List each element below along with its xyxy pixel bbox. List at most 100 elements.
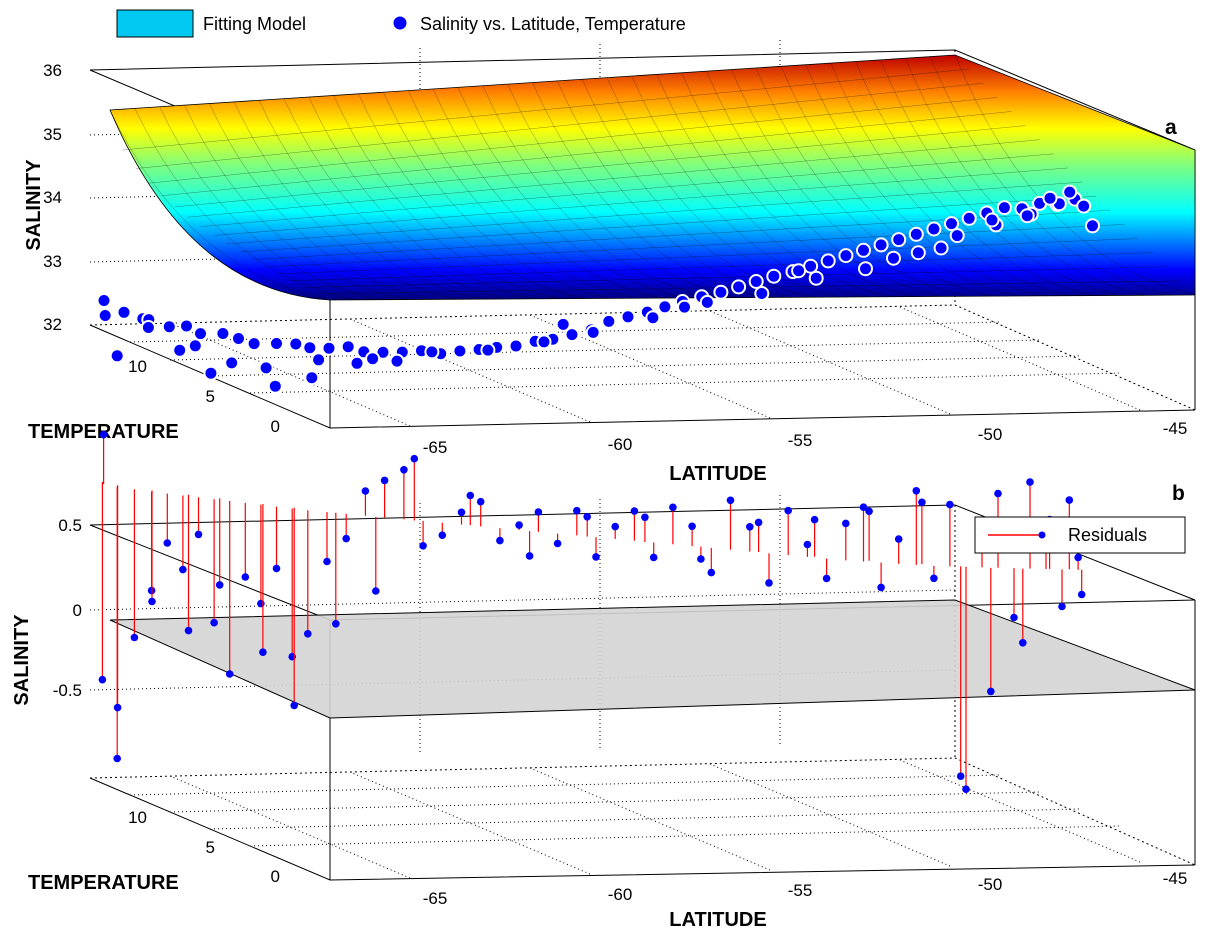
chart-a-z-label: SALINITY <box>23 159 45 251</box>
chart-a-z-ticks: 36 35 34 33 32 <box>43 61 62 334</box>
surface-mesh-line <box>706 71 941 297</box>
chart-b-residual-point <box>765 579 773 587</box>
chart-a-point <box>961 210 977 226</box>
surface-mesh-line <box>134 108 356 301</box>
surface-mesh-line <box>432 88 661 299</box>
surface-mesh-line <box>631 75 865 298</box>
chart-b-residual-point <box>962 785 970 793</box>
legend-points-marker <box>392 15 408 31</box>
chart-b-z-label: SALINITY <box>11 614 33 706</box>
chart-b-residual-point <box>113 703 122 712</box>
chart-b-residual-point <box>438 531 447 539</box>
chart-a-point <box>302 340 318 356</box>
chart-b-residual-point <box>113 754 121 763</box>
chart-b-residual-point <box>842 519 850 528</box>
chart-b-residual-point <box>641 513 649 522</box>
chart-a-z-tick-36: 36 <box>43 61 62 80</box>
chart-b-residual-point <box>323 557 331 566</box>
chart-b-residual-point <box>726 496 735 505</box>
chart-a-point <box>808 270 824 286</box>
chart-b-residual-point <box>583 513 591 521</box>
chart-b-residual-point <box>380 476 389 485</box>
surface-mesh-line <box>358 93 585 299</box>
chart-b-residual-point <box>304 630 312 638</box>
chart-b-residual-stems <box>98 430 1086 793</box>
chart-a-point <box>791 263 807 279</box>
chart-a-point <box>1042 190 1058 206</box>
chart-b-x-tick-55: -55 <box>788 881 813 900</box>
surface-mesh-line <box>213 167 1068 236</box>
chart-b-legend-marker <box>1038 531 1046 539</box>
chart-b-residual-point <box>466 491 475 500</box>
chart-b-residual-point <box>1019 639 1027 647</box>
surface-mesh-line <box>283 98 509 300</box>
chart-b-residual-point <box>496 536 504 545</box>
surface-mesh-line <box>482 85 712 298</box>
chart-a-y-tick-0: 0 <box>271 417 280 436</box>
chart-a-point <box>340 339 356 355</box>
chart-b-residual-point <box>822 574 831 583</box>
chart-a-z-tick-34: 34 <box>43 188 62 207</box>
surface-mesh-line <box>557 80 788 298</box>
chart-b-residual-point <box>573 506 581 515</box>
surface-mesh-line <box>304 266 1167 288</box>
chart-b-residual-point <box>332 620 340 628</box>
surface-mesh-line <box>187 139 1040 218</box>
chart-a-point <box>601 313 617 329</box>
chart-b-residual-point <box>1077 590 1086 599</box>
chart-a-points <box>96 184 1100 394</box>
chart-a-x-tick-45: -45 <box>1163 419 1188 438</box>
chart-a-point <box>424 344 440 360</box>
surface-mesh-line <box>265 224 1125 268</box>
chart-b-residual-point <box>290 701 299 710</box>
chart-a-point <box>311 352 327 368</box>
chart-a-point <box>389 353 405 369</box>
chart-a-panel-label: a <box>1165 116 1177 139</box>
chart-b-residual-point <box>994 489 1002 498</box>
chart-a-point <box>908 226 924 242</box>
chart-a-point <box>657 299 673 315</box>
chart-a-point <box>677 299 692 315</box>
chart-a-y-ticks: 10 5 0 <box>128 357 280 436</box>
chart-b-residual-point <box>592 553 600 561</box>
surface-mesh-line <box>308 96 534 300</box>
chart-b-z-tick-neg: -0.5 <box>53 681 82 700</box>
chart-a-x-tick-65: -65 <box>423 438 448 457</box>
surface-mesh-line <box>148 97 998 184</box>
surface-mesh-line <box>161 111 1012 196</box>
chart-b-legend-label: Residuals <box>1068 525 1147 545</box>
chart-b-residual-point <box>98 675 107 684</box>
chart-a-point <box>231 331 246 346</box>
chart-b-residual-point <box>946 500 954 509</box>
chart-b-residual-point <box>688 522 696 531</box>
chart-a-point <box>620 309 636 325</box>
surface-mesh-line <box>109 109 331 301</box>
chart-a-point <box>996 200 1012 216</box>
chart-a-point <box>187 338 203 354</box>
chart-b-y-tick-5: 5 <box>206 838 215 857</box>
chart-a-point <box>731 279 747 295</box>
chart-a-point <box>304 370 320 386</box>
chart-b-residual-point <box>525 552 534 560</box>
chart-a-point <box>365 351 381 367</box>
chart-a-point <box>949 228 965 244</box>
chart-b-residual-point <box>669 503 677 512</box>
chart-b-residual-point <box>630 507 639 515</box>
chart-a-x-label: LATITUDE <box>669 463 766 485</box>
chart-a: 36 35 34 33 32 10 5 0 -65 -60 -55 -50 -4… <box>23 40 1196 485</box>
chart-a-point <box>926 221 942 237</box>
surface-mesh-line <box>880 59 1119 296</box>
surface-mesh-line <box>457 87 687 299</box>
surface-mesh-line <box>200 153 1054 227</box>
surface-mesh-line <box>582 79 814 298</box>
chart-a-point <box>267 378 283 394</box>
chart-b-residual-point <box>697 555 705 563</box>
chart-b-legend: Residuals <box>974 516 1186 554</box>
chart-b-residual-point <box>1026 478 1034 486</box>
chart-b-residual-point <box>241 573 250 581</box>
chart-b-residual-point <box>746 523 754 531</box>
chart-a-point <box>699 294 715 310</box>
chart-b-residual-point <box>1058 602 1066 611</box>
chart-b-residual-point <box>1010 613 1018 622</box>
